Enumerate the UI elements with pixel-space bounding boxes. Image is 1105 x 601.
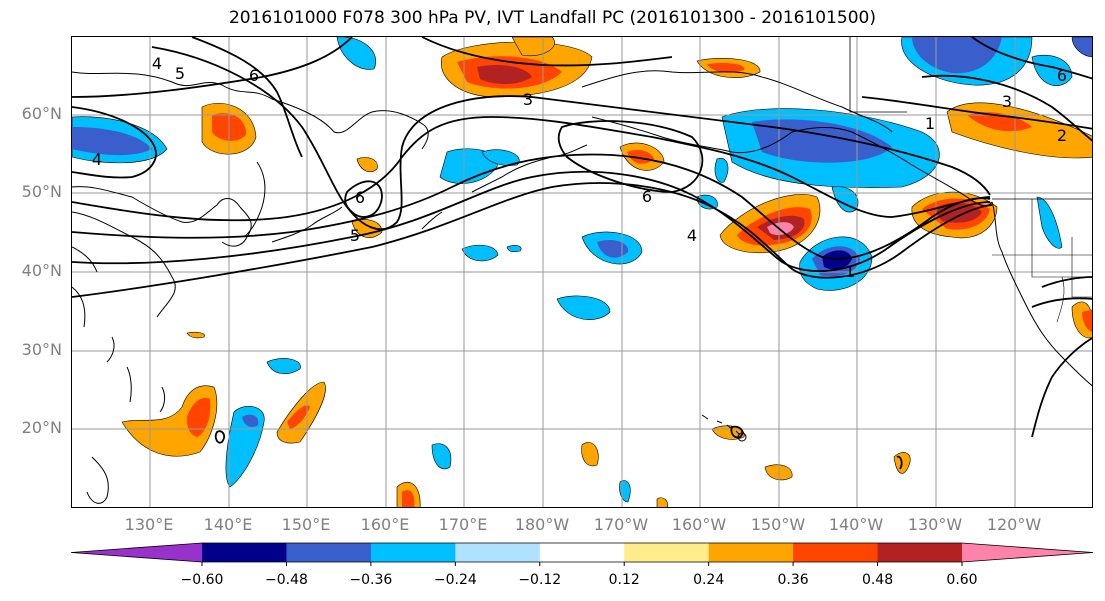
lon-label-160e: 160°E — [360, 515, 410, 534]
colorbar-segment — [539, 543, 625, 562]
contour-label: 5 — [175, 64, 185, 83]
lon-label-160w: 160°W — [671, 515, 727, 534]
colorbar-segment — [370, 543, 456, 562]
lat-label-50n: 50°N — [21, 182, 62, 201]
lat-label-30n: 30°N — [21, 340, 62, 359]
colorbar-outline — [70, 542, 1094, 563]
colorbar-tick-label: 0.36 — [777, 572, 809, 588]
lat-label-60n: 60°N — [21, 104, 62, 123]
colorbar-segment — [286, 543, 372, 562]
contour-label: 3 — [1002, 92, 1012, 111]
lon-label-170w: 170°W — [593, 515, 649, 534]
lat-label-20n: 20°N — [21, 418, 62, 437]
graticule — [72, 37, 1092, 507]
contour-label: 2 — [1057, 126, 1067, 145]
lon-label-150e: 150°E — [281, 515, 331, 534]
colorbar-extension-low — [71, 543, 202, 562]
colorbar-tick-label: 0.48 — [861, 572, 894, 588]
colorbar-tick-label: 0.12 — [608, 572, 640, 588]
colorbar-segment — [202, 543, 287, 562]
lon-label-140e: 140°E — [203, 515, 253, 534]
lon-label-150w: 150°W — [750, 515, 806, 534]
contour-label: 4 — [687, 226, 697, 245]
contour-label: 6 — [1057, 66, 1067, 85]
contour-label: 6 — [642, 187, 652, 206]
contour-label: 4 — [92, 150, 102, 169]
colorbar-extension-high — [962, 543, 1093, 562]
lon-label-140w: 140°W — [828, 515, 884, 534]
contour-label: 1 — [925, 114, 935, 133]
lon-label-130e: 130°E — [124, 515, 174, 534]
colorbar-segment — [877, 543, 963, 562]
colorbar-segment — [624, 543, 710, 562]
map-title: 2016101000 F078 300 hPa PV, IVT Landfall… — [228, 8, 876, 28]
contour-label: 3 — [523, 90, 533, 109]
lon-label-170e: 170°E — [438, 515, 488, 534]
contour-labels: 4 5 6 6 5 3 6 4 1 1 3 2 6 4 — [92, 54, 1067, 281]
contour-label: 5 — [350, 226, 360, 245]
pv-contours — [72, 37, 1092, 470]
contour-label: 6 — [249, 66, 259, 85]
map-panel: 4 5 6 6 5 3 6 4 1 1 3 2 6 4 — [71, 36, 1093, 508]
colorbar-tick-label: 0.60 — [946, 572, 978, 588]
lon-label-120w: 120°W — [986, 515, 1042, 534]
contour-label: 4 — [152, 54, 162, 73]
colorbar-tick-label: 0.24 — [693, 572, 725, 588]
colorbar-tick-label: −0.48 — [264, 572, 308, 588]
colorbar-tick-label: −0.36 — [349, 572, 393, 588]
colorbar-tick-label: −0.12 — [518, 572, 562, 588]
colorbar-segment — [455, 543, 541, 562]
lat-label-40n: 40°N — [21, 261, 62, 280]
colorbar-segments — [70, 542, 1094, 563]
colorbar-tick-label: −0.24 — [433, 572, 477, 588]
colorbar-segment — [793, 543, 879, 562]
contour-label: 6 — [355, 188, 365, 207]
colorbar-tick-label: −0.60 — [180, 572, 224, 588]
lon-label-180w: 180°W — [514, 515, 570, 534]
pv-shading — [72, 37, 1092, 507]
colorbar-ticks — [201, 562, 963, 566]
colorbar-segment — [708, 543, 794, 562]
contour-label: 1 — [845, 262, 855, 281]
map-canvas: 4 5 6 6 5 3 6 4 1 1 3 2 6 4 — [72, 37, 1092, 507]
lon-label-130w: 130°W — [907, 515, 963, 534]
